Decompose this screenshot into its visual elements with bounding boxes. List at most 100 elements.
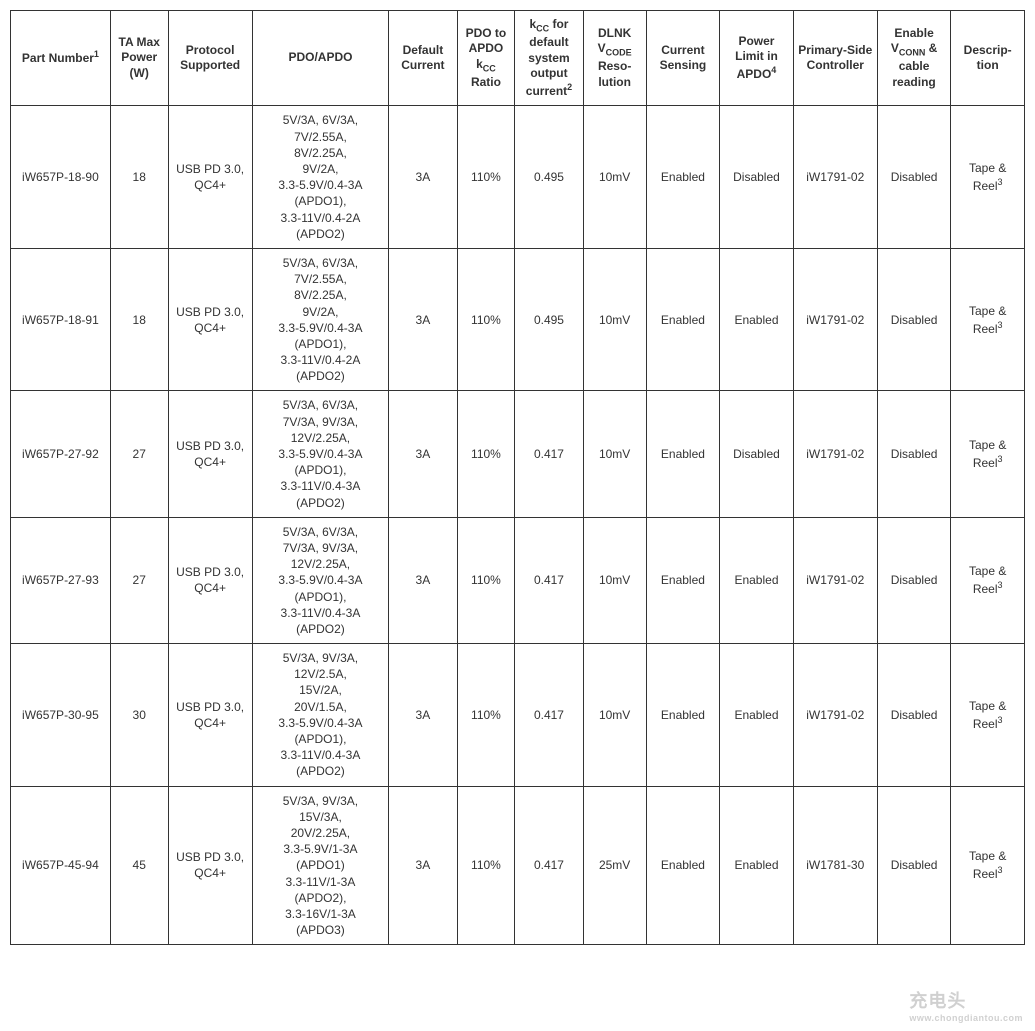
table-row: iW657P-30-9530USB PD 3.0, QC4+5V/3A, 9V/… — [11, 644, 1025, 787]
cell-pdo: 5V/3A, 6V/3A,7V/2.55A,8V/2.25A,9V/2A,3.3… — [252, 248, 389, 391]
cell-power_limit: Enabled — [720, 248, 794, 391]
cell-vconn: Disabled — [877, 517, 951, 643]
cell-part: iW657P-27-93 — [11, 517, 111, 643]
cell-default_current: 3A — [389, 517, 457, 643]
cell-part: iW657P-18-91 — [11, 248, 111, 391]
watermark-main: 充电头 — [909, 991, 966, 1011]
spec-table: Part Number1TA Max Power (W)Protocol Sup… — [10, 10, 1025, 945]
cell-kcc_default: 0.417 — [515, 517, 583, 643]
cell-kcc_ratio: 110% — [457, 517, 515, 643]
cell-pdo: 5V/3A, 6V/3A,7V/3A, 9V/3A,12V/2.25A,3.3-… — [252, 391, 389, 517]
cell-dlnk: 10mV — [583, 644, 646, 787]
cell-default_current: 3A — [389, 248, 457, 391]
cell-protocol: USB PD 3.0, QC4+ — [168, 248, 252, 391]
cell-sensing: Enabled — [646, 644, 720, 787]
cell-power_limit: Enabled — [720, 786, 794, 945]
col-header-5: PDO to APDO kCC Ratio — [457, 11, 515, 106]
cell-primary: iW1791-02 — [793, 248, 877, 391]
watermark: 充电头 www.chongdiantou.com — [909, 987, 1023, 1023]
cell-desc_html: Tape & Reel3 — [951, 391, 1025, 517]
cell-primary: iW1791-02 — [793, 391, 877, 517]
cell-default_current: 3A — [389, 391, 457, 517]
col-header-4: Default Current — [389, 11, 457, 106]
cell-sensing: Enabled — [646, 517, 720, 643]
col-header-8: Current Sensing — [646, 11, 720, 106]
cell-vconn: Disabled — [877, 106, 951, 249]
cell-power: 27 — [110, 517, 168, 643]
cell-kcc_default: 0.417 — [515, 391, 583, 517]
cell-power: 18 — [110, 106, 168, 249]
cell-kcc_ratio: 110% — [457, 106, 515, 249]
cell-protocol: USB PD 3.0, QC4+ — [168, 786, 252, 945]
cell-kcc_ratio: 110% — [457, 391, 515, 517]
col-header-10: Primary-Side Controller — [793, 11, 877, 106]
cell-kcc_default: 0.495 — [515, 106, 583, 249]
table-row: iW657P-18-9018USB PD 3.0, QC4+5V/3A, 6V/… — [11, 106, 1025, 249]
table-row: iW657P-45-9445USB PD 3.0, QC4+5V/3A, 9V/… — [11, 786, 1025, 945]
cell-power_limit: Enabled — [720, 517, 794, 643]
cell-kcc_ratio: 110% — [457, 248, 515, 391]
cell-protocol: USB PD 3.0, QC4+ — [168, 391, 252, 517]
cell-desc_html: Tape & Reel3 — [951, 248, 1025, 391]
cell-kcc_default: 0.417 — [515, 644, 583, 787]
cell-kcc_default: 0.417 — [515, 786, 583, 945]
cell-part: iW657P-27-92 — [11, 391, 111, 517]
cell-power: 18 — [110, 248, 168, 391]
cell-part: iW657P-45-94 — [11, 786, 111, 945]
cell-dlnk: 10mV — [583, 106, 646, 249]
cell-desc_html: Tape & Reel3 — [951, 786, 1025, 945]
col-header-7: DLNK VCODE Reso-lution — [583, 11, 646, 106]
watermark-sub: www.chongdiantou.com — [909, 1013, 1023, 1023]
cell-power: 27 — [110, 391, 168, 517]
cell-vconn: Disabled — [877, 391, 951, 517]
cell-vconn: Disabled — [877, 248, 951, 391]
table-header-row: Part Number1TA Max Power (W)Protocol Sup… — [11, 11, 1025, 106]
cell-power: 45 — [110, 786, 168, 945]
col-header-12: Descrip-tion — [951, 11, 1025, 106]
cell-primary: iW1791-02 — [793, 517, 877, 643]
cell-protocol: USB PD 3.0, QC4+ — [168, 517, 252, 643]
cell-part: iW657P-30-95 — [11, 644, 111, 787]
cell-kcc_ratio: 110% — [457, 786, 515, 945]
cell-sensing: Enabled — [646, 248, 720, 391]
table-row: iW657P-18-9118USB PD 3.0, QC4+5V/3A, 6V/… — [11, 248, 1025, 391]
table-row: iW657P-27-9227USB PD 3.0, QC4+5V/3A, 6V/… — [11, 391, 1025, 517]
col-header-9: Power Limit in APDO4 — [720, 11, 794, 106]
cell-dlnk: 25mV — [583, 786, 646, 945]
cell-vconn: Disabled — [877, 644, 951, 787]
col-header-3: PDO/APDO — [252, 11, 389, 106]
cell-dlnk: 10mV — [583, 517, 646, 643]
cell-sensing: Enabled — [646, 786, 720, 945]
cell-pdo: 5V/3A, 9V/3A,12V/2.5A,15V/2A,20V/1.5A,3.… — [252, 644, 389, 787]
cell-desc_html: Tape & Reel3 — [951, 106, 1025, 249]
col-header-1: TA Max Power (W) — [110, 11, 168, 106]
cell-protocol: USB PD 3.0, QC4+ — [168, 644, 252, 787]
cell-sensing: Enabled — [646, 391, 720, 517]
cell-pdo: 5V/3A, 9V/3A,15V/3A,20V/2.25A,3.3-5.9V/1… — [252, 786, 389, 945]
cell-kcc_ratio: 110% — [457, 644, 515, 787]
cell-vconn: Disabled — [877, 786, 951, 945]
cell-pdo: 5V/3A, 6V/3A,7V/2.55A,8V/2.25A,9V/2A,3.3… — [252, 106, 389, 249]
cell-protocol: USB PD 3.0, QC4+ — [168, 106, 252, 249]
cell-power_limit: Disabled — [720, 106, 794, 249]
cell-power_limit: Enabled — [720, 644, 794, 787]
table-row: iW657P-27-9327USB PD 3.0, QC4+5V/3A, 6V/… — [11, 517, 1025, 643]
col-header-0: Part Number1 — [11, 11, 111, 106]
cell-kcc_default: 0.495 — [515, 248, 583, 391]
cell-desc_html: Tape & Reel3 — [951, 517, 1025, 643]
cell-default_current: 3A — [389, 644, 457, 787]
cell-sensing: Enabled — [646, 106, 720, 249]
cell-primary: iW1791-02 — [793, 106, 877, 249]
cell-default_current: 3A — [389, 106, 457, 249]
col-header-11: Enable VCONN & cable reading — [877, 11, 951, 106]
cell-power: 30 — [110, 644, 168, 787]
cell-pdo: 5V/3A, 6V/3A,7V/3A, 9V/3A,12V/2.25A,3.3-… — [252, 517, 389, 643]
cell-default_current: 3A — [389, 786, 457, 945]
cell-dlnk: 10mV — [583, 248, 646, 391]
col-header-6: kCC for default system output current2 — [515, 11, 583, 106]
cell-part: iW657P-18-90 — [11, 106, 111, 249]
cell-primary: iW1791-02 — [793, 644, 877, 787]
cell-dlnk: 10mV — [583, 391, 646, 517]
cell-primary: iW1781-30 — [793, 786, 877, 945]
cell-desc_html: Tape & Reel3 — [951, 644, 1025, 787]
